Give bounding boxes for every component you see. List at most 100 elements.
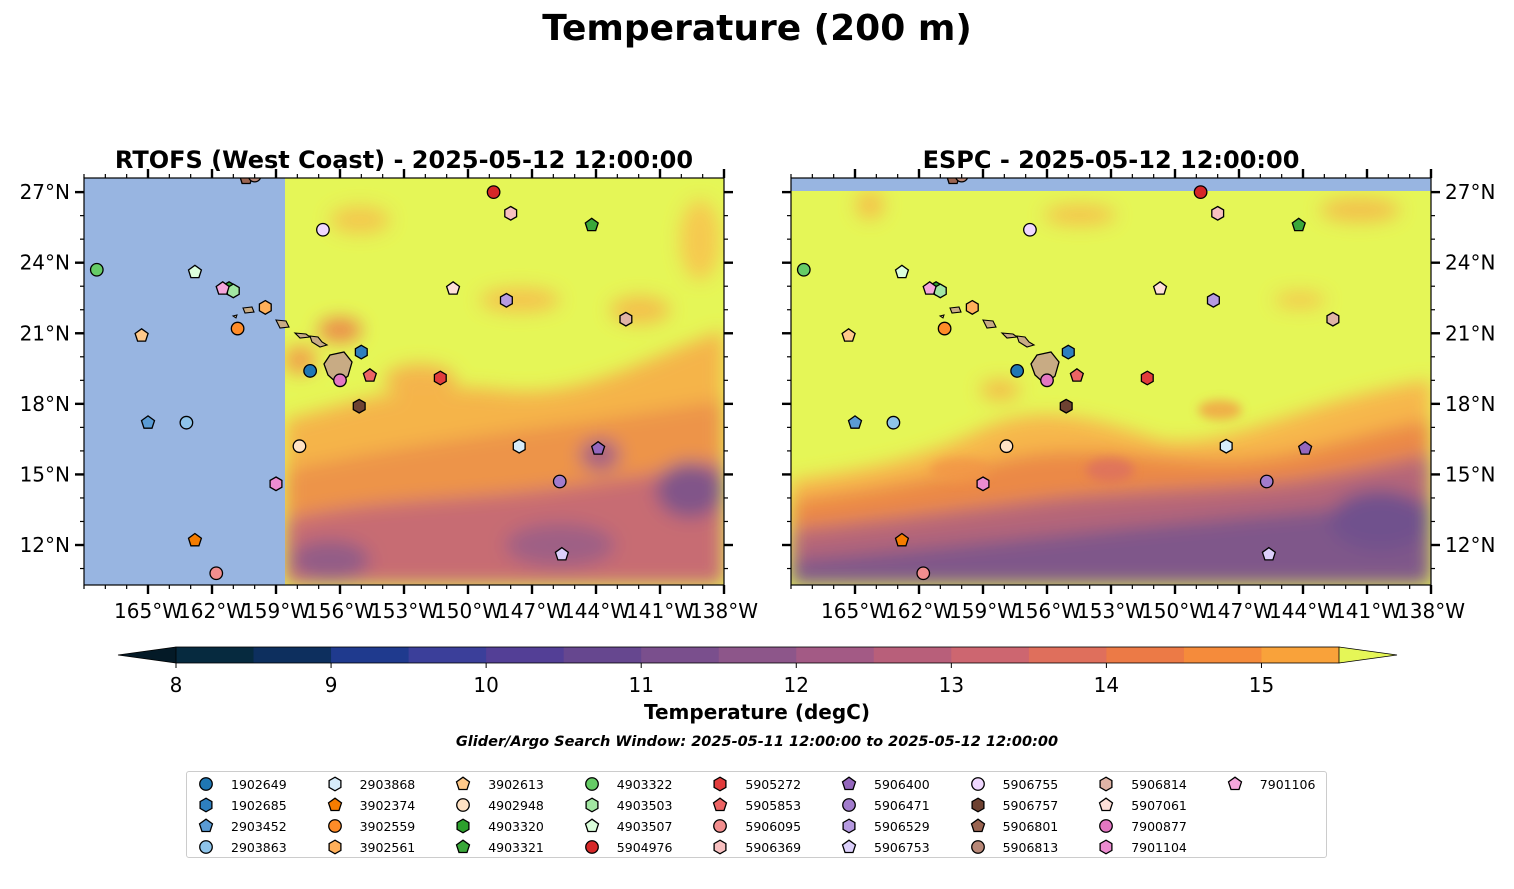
legend-label: 5906801 xyxy=(1002,818,1059,834)
float-marker-4903322 xyxy=(89,262,104,277)
float-marker-4903322 xyxy=(796,262,811,277)
legend-marker-5906801 xyxy=(970,818,985,833)
legend-entry: 7901104 xyxy=(1093,838,1187,856)
legend-marker-2903863 xyxy=(199,840,213,854)
float-marker-5906471 xyxy=(1259,474,1274,489)
legend-label: 3902374 xyxy=(359,797,416,813)
search-window-caption: Glider/Argo Search Window: 2025-05-11 12… xyxy=(456,734,1058,750)
float-marker-4903507 xyxy=(187,264,203,279)
legend-marker-1902685 xyxy=(199,797,213,813)
legend-entry: 5906755 xyxy=(965,775,1059,793)
legend-marker-icon xyxy=(1098,797,1114,812)
legend-marker-icon xyxy=(842,818,856,834)
no-data-strip xyxy=(791,178,1431,191)
legend-entry: 5905853 xyxy=(707,796,801,814)
legend-marker-icon xyxy=(455,776,471,791)
legend-entry: 5906400 xyxy=(836,775,930,793)
lat-tick-label: 21°N xyxy=(20,321,70,345)
legend-marker-icon xyxy=(327,819,342,833)
legend-marker-icon xyxy=(199,840,213,854)
float-marker-5906753 xyxy=(554,546,570,561)
float-marker-4902948 xyxy=(999,439,1014,454)
float-marker-5905272 xyxy=(433,370,447,386)
legend-marker-5906755 xyxy=(970,777,985,791)
legend-marker-icon xyxy=(584,840,599,854)
float-marker-5906369 xyxy=(1211,205,1225,221)
float-marker-4903507 xyxy=(894,264,910,279)
legend-label: 5905272 xyxy=(745,776,802,792)
lat-tick-label: 18°N xyxy=(20,392,70,416)
float-marker-1902649 xyxy=(1010,364,1025,378)
legend-marker-4903503 xyxy=(585,797,599,813)
colorbar-band xyxy=(796,647,875,663)
legend-marker-icon xyxy=(455,839,471,854)
float-marker-5906369 xyxy=(504,205,518,221)
float-legend: 1902649 1902685 2903452 2903863 2903868 39023… xyxy=(186,771,1327,858)
legend-marker-5904976 xyxy=(584,840,599,854)
legend-entry: 5906753 xyxy=(836,838,930,856)
legend-marker-icon xyxy=(842,798,856,812)
legend-label: 5904976 xyxy=(616,839,673,855)
legend-marker-3902561 xyxy=(328,839,342,855)
float-marker-7901104 xyxy=(269,476,283,492)
colorbar-band xyxy=(1261,647,1340,663)
legend-marker-5906753 xyxy=(841,839,857,854)
legend-marker-5906471 xyxy=(842,798,856,812)
legend-marker-5906757 xyxy=(971,797,985,813)
legend-marker-7901104 xyxy=(1099,839,1113,855)
legend-marker-7900877 xyxy=(1099,819,1114,833)
legend-label: 5906755 xyxy=(1002,776,1059,792)
legend-label: 4902948 xyxy=(488,797,544,813)
lon-tick-label: 147°W xyxy=(498,599,566,623)
lat-tick-label: 27°N xyxy=(20,180,70,204)
lon-tick-label: 138°W xyxy=(1397,599,1465,623)
float-marker-5906753 xyxy=(1261,546,1277,561)
legend-marker-5906369 xyxy=(713,839,727,855)
float-marker-5906813 xyxy=(955,178,969,183)
lon-tick-label: 162°W xyxy=(178,599,246,623)
colorbar-band xyxy=(1183,647,1263,663)
lat-axis-rtofs: 27°N 24°N 21°N 18°N 15°N 12°N xyxy=(20,180,733,570)
legend-marker-5906814 xyxy=(1099,776,1113,792)
legend-marker-icon xyxy=(1099,776,1113,792)
lat-tick-label: 18°N xyxy=(1445,392,1495,416)
float-marker-3902374 xyxy=(187,532,203,547)
float-marker-5906755 xyxy=(1023,222,1037,237)
legend-marker-icon xyxy=(1227,776,1243,791)
float-marker-2903863 xyxy=(179,415,194,430)
lon-tick-label: 141°W xyxy=(626,599,694,623)
lat-tick-label: 12°N xyxy=(1445,533,1495,557)
legend-marker-3902374 xyxy=(327,797,342,812)
lat-tick-label: 15°N xyxy=(1445,462,1495,486)
float-marker-5906813 xyxy=(248,178,262,183)
lon-axis-rtofs: 165°W162°W159°W156°W153°W150°W147°W144°W… xyxy=(83,169,758,623)
legend-marker-icon xyxy=(327,797,342,812)
float-marker-5906757 xyxy=(352,398,366,414)
float-marker-2903452 xyxy=(847,415,863,429)
legend-entry: 3902559 xyxy=(322,817,415,835)
legend-marker-icon xyxy=(713,797,728,812)
float-marker-5904976 xyxy=(486,185,501,200)
lon-tick-label: 165°W xyxy=(114,599,182,623)
colorbar-tick-label: 8 xyxy=(170,673,183,697)
colorbar-band xyxy=(718,647,797,663)
float-marker-4903321 xyxy=(1291,217,1306,232)
legend-label: 5906095 xyxy=(745,818,802,834)
legend-marker-icon xyxy=(713,776,727,792)
legend-entry: 4902948 xyxy=(450,796,544,814)
colorbar-over-arrow xyxy=(1339,647,1397,663)
lon-tick-label: 138°W xyxy=(690,599,758,623)
float-marker-4902948 xyxy=(292,439,307,454)
figure-title: Temperature (200 m) xyxy=(542,8,972,49)
legend-entry: 1902649 xyxy=(193,775,287,793)
legend-label: 4903322 xyxy=(616,776,673,792)
lat-axis-espc: 27°N 24°N 21°N 18°N 15°N 12°N xyxy=(782,180,1495,570)
lon-tick-label: 153°W xyxy=(1077,599,1145,623)
legend-marker-icon xyxy=(456,818,470,834)
legend-entry: 5904976 xyxy=(579,838,673,856)
legend-entry: 4903322 xyxy=(579,775,673,793)
lon-tick-label: 150°W xyxy=(434,599,502,623)
legend-label: 5906757 xyxy=(1002,797,1059,813)
colorbar: 8 9 10 11 12 13 14 15 Temperature (degC) xyxy=(117,646,1398,724)
temperature-field-rtofs xyxy=(84,178,724,585)
